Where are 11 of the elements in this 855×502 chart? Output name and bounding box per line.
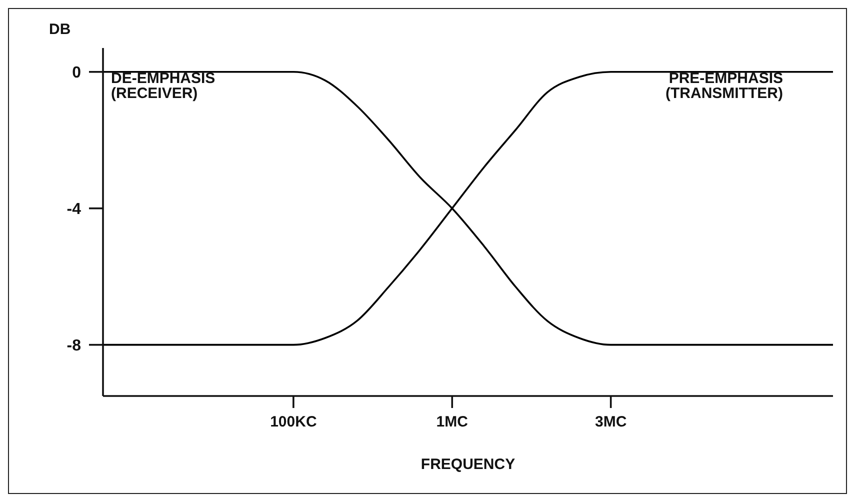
y-tick-label: -8 <box>66 338 82 355</box>
x-tick-label: 1MC <box>436 414 468 431</box>
x-tick-label: 3MC <box>594 414 627 431</box>
y-axis-title: DB <box>49 21 71 38</box>
line-series <box>103 70 833 346</box>
series-label: PRE-EMPHASIS (TRANSMITTER) <box>666 70 783 102</box>
series-label: DE-EMPHASIS (RECEIVER) <box>111 70 216 102</box>
y-tick-label: -4 <box>66 201 82 218</box>
x-axis-title: FREQUENCY <box>420 456 516 473</box>
x-tick-label: 100KC <box>270 414 317 431</box>
y-tick-label: 0 <box>72 64 82 82</box>
